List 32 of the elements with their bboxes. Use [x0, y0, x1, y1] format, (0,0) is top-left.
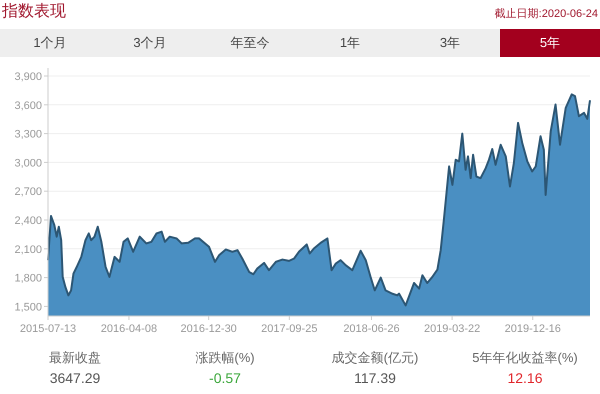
category-label: 成交金额(亿元)	[330, 349, 420, 367]
y-tick-label: 3,300	[14, 128, 42, 141]
x-tick-label: 2019-03-22	[424, 323, 480, 335]
text: 1年	[338, 34, 362, 52]
y-tick-label: 3,600	[14, 100, 42, 112]
text: 3个月	[132, 34, 168, 52]
x-tick-label: 2018-06-26	[343, 323, 400, 335]
x-tick-label: 2017-09-25	[261, 323, 318, 335]
x-tick-label: 2016-04-08	[100, 323, 158, 335]
data-label: 12.16	[506, 369, 544, 388]
data-label: 3647.29	[48, 369, 102, 388]
chart-subtitle: 截止日期:2020-06-24	[494, 7, 598, 21]
y-tick-label: 3,000	[14, 157, 42, 170]
y-tick-label: 2,700	[14, 186, 42, 198]
x-tick-label: 2019-12-16	[504, 323, 561, 335]
y-tick-label: 2,100	[14, 244, 42, 256]
text: 1个月	[32, 34, 68, 52]
category-label: 5年年化收益率(%)	[471, 349, 579, 367]
y-tick-label: 1,800	[14, 272, 42, 285]
text: 3年	[438, 34, 462, 52]
y-tick-label: 3,900	[14, 71, 42, 83]
data-label: -0.57	[208, 369, 242, 388]
category-label: 涨跌幅(%)	[194, 349, 256, 367]
x-tick-label: 2016-12-30	[180, 323, 237, 335]
chart-title: 指数表现	[2, 2, 66, 22]
data-label: 117.39	[353, 369, 397, 388]
text: 5年	[500, 29, 600, 57]
y-tick-label: 1,500	[14, 301, 42, 314]
category-label: 最新收盘	[48, 349, 102, 367]
x-tick-label: 2015-07-13	[20, 323, 76, 335]
text: 年至今	[230, 34, 270, 52]
y-tick-label: 2,400	[14, 215, 42, 227]
